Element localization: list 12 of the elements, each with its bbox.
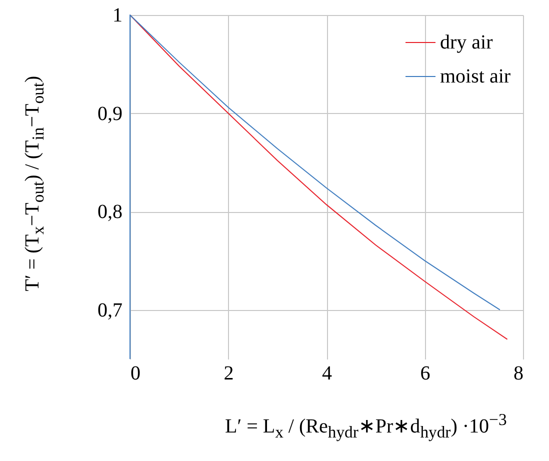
legend-label: moist air <box>440 66 511 88</box>
x-tick-label: 4 <box>322 362 332 384</box>
x-axis-title: L′ = L$_{x}$ / (Re$_{hydr}$∗Pr∗d$_{hydr}$) ·10$^{−3}$ <box>225 410 507 443</box>
y-tick-label: 0,9 <box>98 102 122 125</box>
legend-label: dry air <box>440 32 494 54</box>
y-tick-label: 0,8 <box>98 201 122 224</box>
x-tick-label: 0 <box>130 362 140 384</box>
y-tick-label: 0,7 <box>98 299 122 322</box>
y-tick-label: 1 <box>112 4 122 26</box>
x-tick-label: 2 <box>224 362 234 384</box>
x-tick-label: 8 <box>514 362 524 384</box>
x-tick-label: 6 <box>420 362 430 384</box>
